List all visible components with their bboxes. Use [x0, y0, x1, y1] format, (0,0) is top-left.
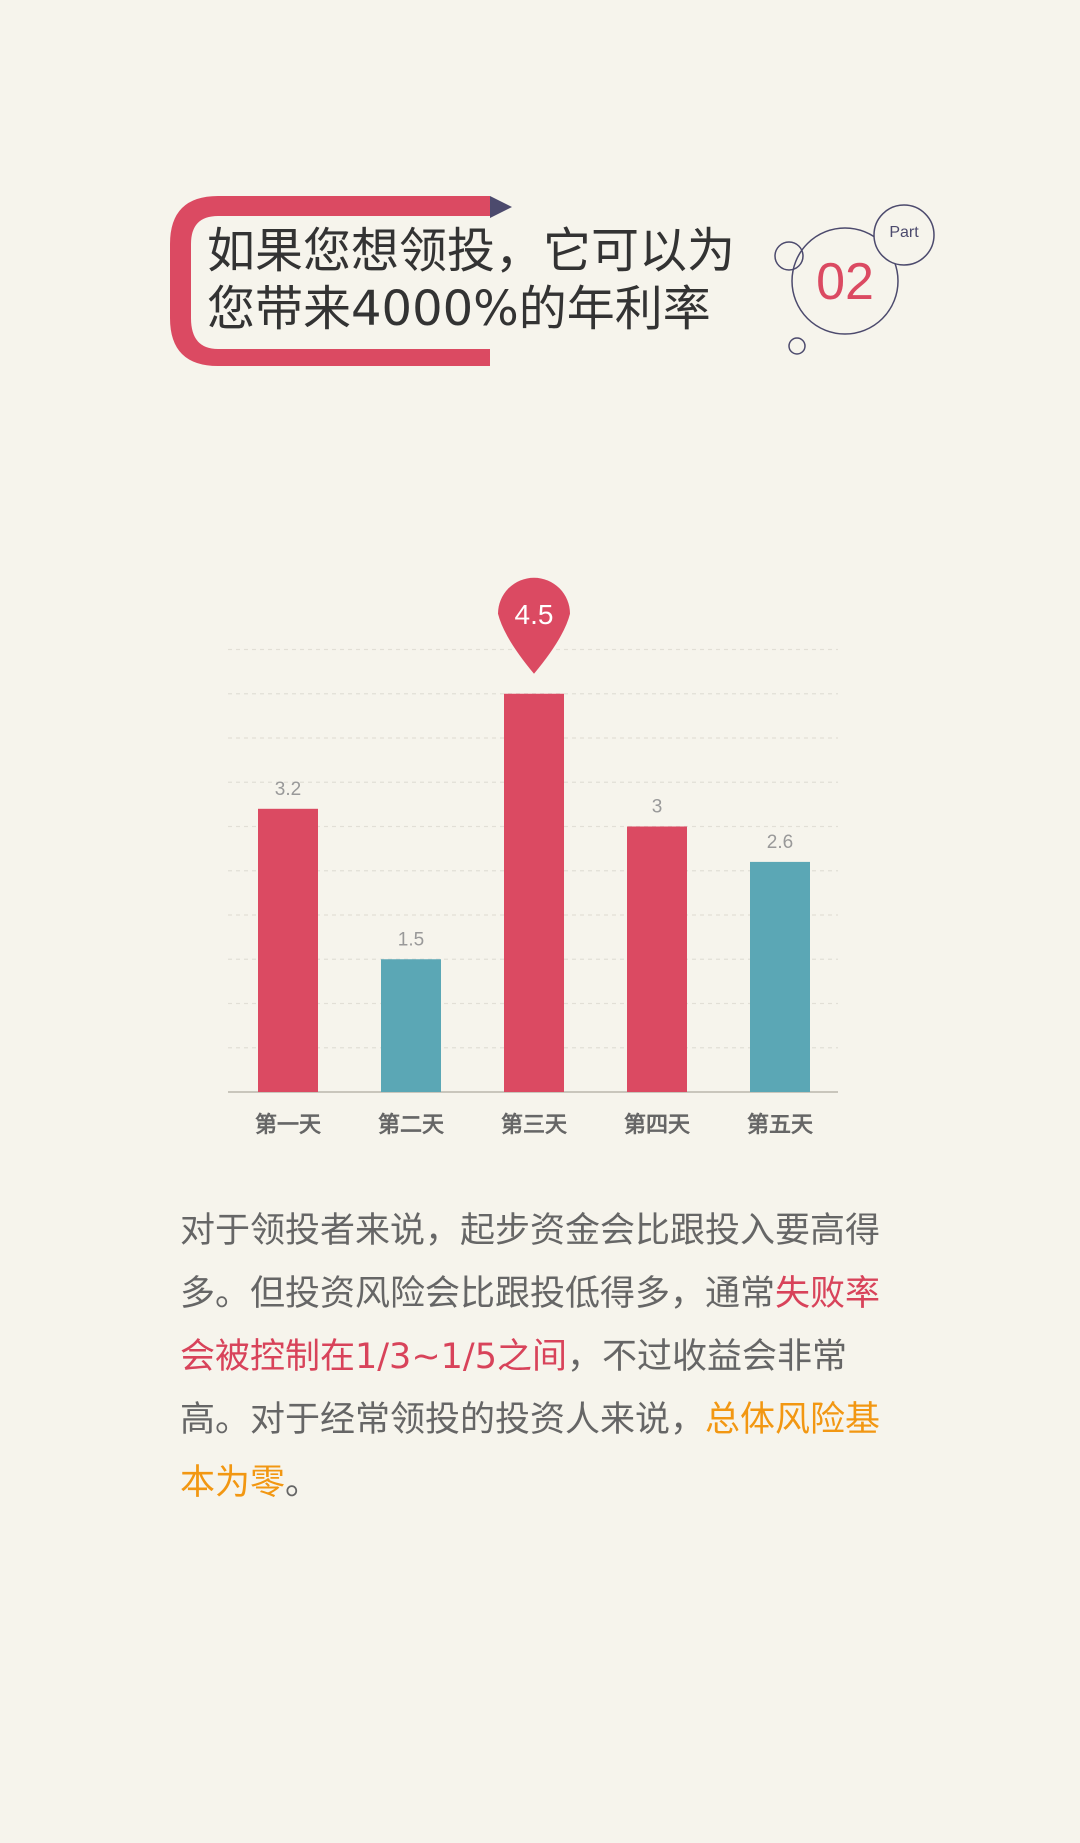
category-label-4: 第四天 — [624, 1112, 691, 1138]
value-label-5: 2.6 — [767, 832, 793, 853]
part-number: 02 — [816, 253, 874, 311]
description-paragraph: 对于领投者来说，起步资金会比跟投入要高得多。但投资风险会比跟投低得多，通常失败率… — [180, 1200, 910, 1515]
title-line-1: 如果您想领投，它可以为 — [207, 223, 736, 279]
paragraph-text-2: ，不过收益会非常高。对于经常领投的投资人来说， — [180, 1337, 847, 1440]
title-line-2: 您带来4000%的年利率 — [207, 281, 711, 337]
bar-5 — [750, 861, 810, 1092]
value-label-4: 3 — [652, 797, 663, 818]
bar-4 — [627, 826, 687, 1092]
category-label-2: 第二天 — [378, 1112, 445, 1138]
bar-1 — [258, 808, 318, 1092]
category-label-5: 第五天 — [747, 1112, 814, 1138]
title-frame — [170, 196, 512, 366]
category-label-1: 第一天 — [255, 1112, 322, 1138]
part-label: Part — [889, 224, 919, 241]
header: 如果您想领投，它可以为 您带来4000%的年利率 Part 02 — [0, 0, 1080, 420]
paragraph-text-1: 对于领投者来说，起步资金会比跟投入要高得多。但投资风险会比跟投低得多，通常 — [180, 1211, 881, 1314]
chart-category-labels: 第一天 第二天 第三天 第四天 第五天 — [255, 1112, 814, 1138]
part-badge — [774, 204, 935, 355]
page-title: 如果您想领投，它可以为 您带来4000%的年利率 — [207, 222, 735, 338]
chart-value-labels: 3.2 1.5 3 2.6 — [275, 779, 793, 950]
category-label-3: 第三天 — [501, 1112, 568, 1138]
paragraph-text-3: 。 — [285, 1463, 321, 1503]
pin-marker — [498, 577, 570, 674]
value-label-2: 1.5 — [398, 929, 424, 950]
bar-chart: 3.2 1.5 3 2.6 第一天 第二天 第三天 第四天 第五天 4.5 — [228, 577, 838, 1138]
highlight-pin: 4.5 — [498, 577, 570, 674]
paragraph-highlight-risk: 总体风险基本为零 — [180, 1400, 881, 1503]
bar-2 — [381, 959, 441, 1092]
value-label-1: 3.2 — [275, 779, 301, 800]
bar-3 — [504, 693, 564, 1092]
value-label-3: 4.5 — [515, 599, 554, 630]
paragraph-highlight-failure-rate: 失败率会被控制在1/3~1/5之间 — [180, 1274, 881, 1377]
chart-bars — [258, 693, 810, 1092]
